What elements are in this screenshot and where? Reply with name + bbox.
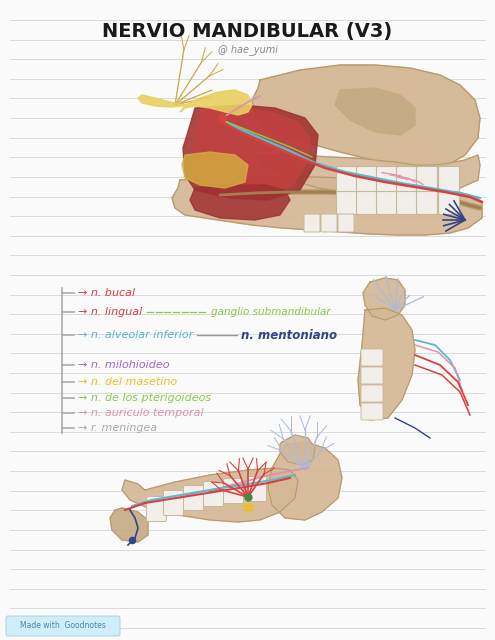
Polygon shape [180,90,252,115]
FancyBboxPatch shape [356,191,378,214]
FancyBboxPatch shape [396,191,417,214]
Polygon shape [190,185,290,220]
FancyBboxPatch shape [416,191,438,214]
FancyBboxPatch shape [337,191,357,214]
Text: Made with  Goodnotes: Made with Goodnotes [20,621,106,630]
Point [128,535,136,545]
FancyBboxPatch shape [224,479,244,504]
Text: → n. bucal: → n. bucal [78,288,135,298]
Text: → n. auriculo temporal: → n. auriculo temporal [78,408,203,418]
FancyBboxPatch shape [377,191,397,214]
Point [244,492,252,502]
FancyBboxPatch shape [338,214,354,232]
Polygon shape [110,508,148,542]
Text: n. mentoniano: n. mentoniano [241,328,337,342]
FancyBboxPatch shape [147,497,166,522]
FancyBboxPatch shape [396,166,417,193]
FancyBboxPatch shape [361,403,383,420]
Text: → n. lingual: → n. lingual [78,307,142,317]
Polygon shape [363,278,405,320]
Polygon shape [335,88,415,135]
FancyBboxPatch shape [247,477,266,502]
Text: → n. alveolar inferior: → n. alveolar inferior [78,330,193,340]
Point [218,113,226,123]
Polygon shape [183,105,318,200]
Text: ganglio submandibular: ganglio submandibular [211,307,331,317]
FancyBboxPatch shape [6,616,120,636]
FancyBboxPatch shape [439,191,459,214]
Text: @ hae_yumi: @ hae_yumi [217,44,278,55]
Polygon shape [358,308,415,420]
Text: → n. milohioideo: → n. milohioideo [78,360,169,370]
FancyBboxPatch shape [439,166,459,193]
Polygon shape [172,177,482,235]
Polygon shape [268,442,342,520]
FancyBboxPatch shape [361,385,383,402]
Polygon shape [192,108,310,195]
FancyBboxPatch shape [321,214,337,232]
FancyBboxPatch shape [356,166,378,193]
FancyBboxPatch shape [361,349,383,366]
Text: → n. del masetino: → n. del masetino [78,377,177,387]
Polygon shape [255,155,480,195]
FancyBboxPatch shape [163,490,184,515]
Polygon shape [252,65,480,168]
FancyBboxPatch shape [377,166,397,193]
Polygon shape [138,95,185,107]
FancyBboxPatch shape [184,486,203,511]
Polygon shape [122,468,298,522]
FancyBboxPatch shape [337,166,357,193]
FancyBboxPatch shape [304,214,320,232]
Point [244,502,252,512]
FancyBboxPatch shape [361,367,383,384]
Text: NERVIO MANDIBULAR (V3): NERVIO MANDIBULAR (V3) [102,22,393,41]
Polygon shape [280,435,315,465]
FancyBboxPatch shape [416,166,438,193]
FancyBboxPatch shape [203,481,224,506]
Polygon shape [182,152,248,188]
Text: → n. de los pterigoideos: → n. de los pterigoideos [78,393,211,403]
Text: → r. meningea: → r. meningea [78,423,157,433]
